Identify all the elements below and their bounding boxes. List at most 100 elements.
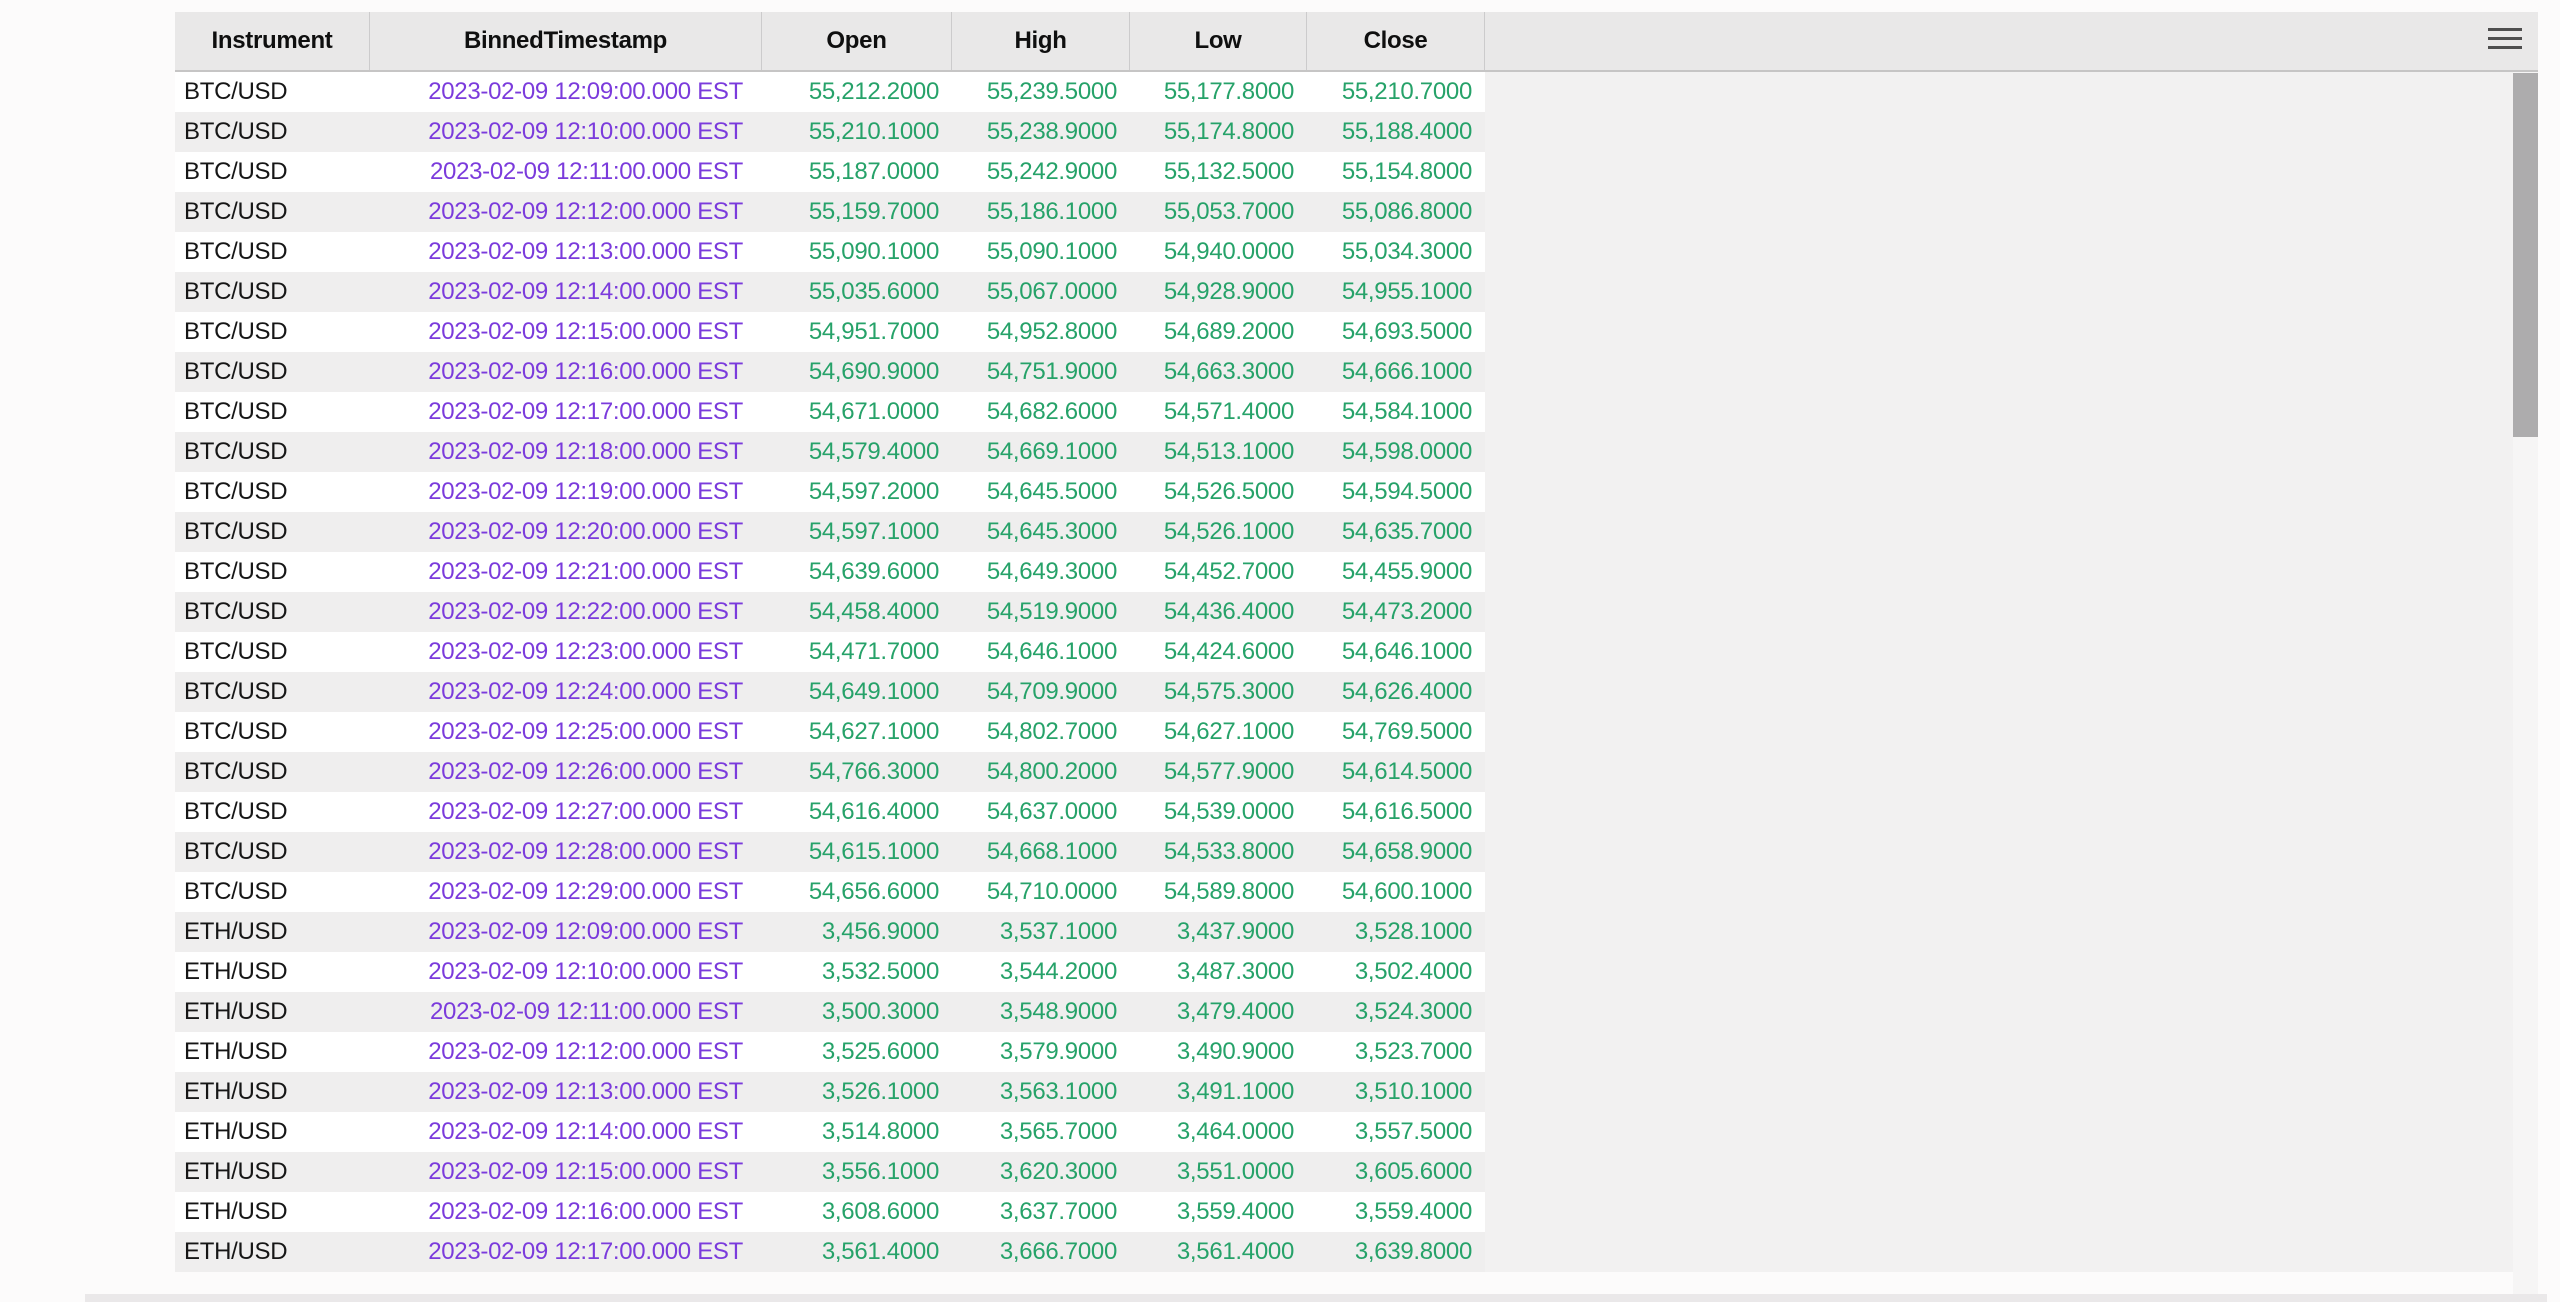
cell-high: 3,637.7000: [999, 1198, 1117, 1225]
cell-instrument: BTC/USD: [184, 318, 288, 345]
cell-open: 55,212.2000: [808, 78, 939, 105]
table-row[interactable]: ETH/USD 2023-02-09 12:15:00.000 EST 3,556.…: [175, 1152, 1485, 1192]
cell-instrument: BTC/USD: [184, 518, 288, 545]
hamburger-bar: [2488, 28, 2522, 31]
cell-high: 54,709.9000: [986, 678, 1117, 705]
cell-timestamp: 2023-02-09 12:09:00.000 EST: [428, 78, 743, 105]
table-row[interactable]: BTC/USD 2023-02-09 12:23:00.000 EST 54,471…: [175, 632, 1485, 672]
cell-high: 55,067.0000: [986, 278, 1117, 305]
table-row[interactable]: BTC/USD 2023-02-09 12:21:00.000 EST 54,639…: [175, 552, 1485, 592]
table-row[interactable]: BTC/USD 2023-02-09 12:27:00.000 EST 54,616…: [175, 792, 1485, 832]
cell-timestamp: 2023-02-09 12:23:00.000 EST: [428, 638, 743, 665]
cell-instrument: BTC/USD: [184, 798, 288, 825]
table-row[interactable]: BTC/USD 2023-02-09 12:17:00.000 EST 54,671…: [175, 392, 1485, 432]
vertical-scrollbar-thumb[interactable]: [2513, 73, 2538, 437]
table-row[interactable]: BTC/USD 2023-02-09 12:20:00.000 EST 54,597…: [175, 512, 1485, 552]
hamburger-bar: [2488, 46, 2522, 49]
cell-low: 3,479.4000: [1176, 998, 1294, 1025]
table-row[interactable]: BTC/USD 2023-02-09 12:14:00.000 EST 55,035…: [175, 272, 1485, 312]
cell-instrument: BTC/USD: [184, 238, 288, 265]
cell-timestamp: 2023-02-09 12:19:00.000 EST: [428, 478, 743, 505]
table-row[interactable]: ETH/USD 2023-02-09 12:14:00.000 EST 3,514.…: [175, 1112, 1485, 1152]
table-row[interactable]: BTC/USD 2023-02-09 12:26:00.000 EST 54,766…: [175, 752, 1485, 792]
cell-high: 54,649.3000: [986, 558, 1117, 585]
cell-instrument: BTC/USD: [184, 558, 288, 585]
cell-open: 54,690.9000: [808, 358, 939, 385]
table-row[interactable]: BTC/USD 2023-02-09 12:25:00.000 EST 54,627…: [175, 712, 1485, 752]
cell-close: 54,473.2000: [1341, 598, 1472, 625]
cell-open: 54,471.7000: [808, 638, 939, 665]
cell-close: 54,598.0000: [1341, 438, 1472, 465]
hamburger-menu-icon[interactable]: [2488, 28, 2522, 49]
cell-open: 54,627.1000: [808, 718, 939, 745]
cell-high: 55,090.1000: [986, 238, 1117, 265]
table-row[interactable]: BTC/USD 2023-02-09 12:29:00.000 EST 54,656…: [175, 872, 1485, 912]
cell-low: 54,526.5000: [1163, 478, 1294, 505]
cell-timestamp: 2023-02-09 12:13:00.000 EST: [428, 238, 743, 265]
table-row[interactable]: BTC/USD 2023-02-09 12:11:00.000 EST 55,187…: [175, 152, 1485, 192]
cell-close: 3,510.1000: [1354, 1078, 1472, 1105]
cell-close: 3,524.3000: [1354, 998, 1472, 1025]
cell-high: 3,548.9000: [999, 998, 1117, 1025]
table-row[interactable]: ETH/USD 2023-02-09 12:16:00.000 EST 3,608.…: [175, 1192, 1485, 1232]
cell-open: 3,514.8000: [821, 1118, 939, 1145]
cell-timestamp: 2023-02-09 12:22:00.000 EST: [428, 598, 743, 625]
cell-close: 54,626.4000: [1341, 678, 1472, 705]
table-row[interactable]: ETH/USD 2023-02-09 12:10:00.000 EST 3,532.…: [175, 952, 1485, 992]
cell-close: 55,086.8000: [1341, 198, 1472, 225]
cell-open: 54,671.0000: [808, 398, 939, 425]
cell-open: 54,579.4000: [808, 438, 939, 465]
column-header-close[interactable]: Close: [1307, 12, 1485, 70]
column-header-open[interactable]: Open: [762, 12, 952, 70]
table-row[interactable]: BTC/USD 2023-02-09 12:16:00.000 EST 54,690…: [175, 352, 1485, 392]
table-row[interactable]: ETH/USD 2023-02-09 12:13:00.000 EST 3,526.…: [175, 1072, 1485, 1112]
table-row[interactable]: BTC/USD 2023-02-09 12:13:00.000 EST 55,090…: [175, 232, 1485, 272]
cell-timestamp: 2023-02-09 12:15:00.000 EST: [428, 1158, 743, 1185]
table-row[interactable]: ETH/USD 2023-02-09 12:09:00.000 EST 3,456.…: [175, 912, 1485, 952]
table-row[interactable]: BTC/USD 2023-02-09 12:22:00.000 EST 54,458…: [175, 592, 1485, 632]
cell-instrument: ETH/USD: [184, 1238, 288, 1265]
cell-close: 54,646.1000: [1341, 638, 1472, 665]
column-header-low[interactable]: Low: [1130, 12, 1307, 70]
cell-open: 54,951.7000: [808, 318, 939, 345]
cell-instrument: BTC/USD: [184, 718, 288, 745]
cell-instrument: BTC/USD: [184, 278, 288, 305]
cell-high: 3,565.7000: [999, 1118, 1117, 1145]
cell-open: 3,532.5000: [821, 958, 939, 985]
table-rows: BTC/USD 2023-02-09 12:09:00.000 EST 55,212…: [175, 72, 1485, 1272]
cell-high: 3,537.1000: [999, 918, 1117, 945]
table-row[interactable]: BTC/USD 2023-02-09 12:12:00.000 EST 55,159…: [175, 192, 1485, 232]
table-row[interactable]: BTC/USD 2023-02-09 12:18:00.000 EST 54,579…: [175, 432, 1485, 472]
cell-instrument: BTC/USD: [184, 78, 288, 105]
table-row[interactable]: ETH/USD 2023-02-09 12:12:00.000 EST 3,525.…: [175, 1032, 1485, 1072]
cell-close: 54,600.1000: [1341, 878, 1472, 905]
table-row[interactable]: BTC/USD 2023-02-09 12:10:00.000 EST 55,210…: [175, 112, 1485, 152]
cell-low: 3,437.9000: [1176, 918, 1294, 945]
cell-timestamp: 2023-02-09 12:11:00.000 EST: [429, 998, 743, 1025]
cell-open: 55,035.6000: [808, 278, 939, 305]
cell-timestamp: 2023-02-09 12:15:00.000 EST: [428, 318, 743, 345]
cell-low: 54,689.2000: [1163, 318, 1294, 345]
cell-close: 54,584.1000: [1341, 398, 1472, 425]
table-row[interactable]: ETH/USD 2023-02-09 12:17:00.000 EST 3,561.…: [175, 1232, 1485, 1272]
vertical-scrollbar[interactable]: [2513, 72, 2538, 1294]
cell-open: 3,561.4000: [821, 1238, 939, 1265]
table-row[interactable]: BTC/USD 2023-02-09 12:19:00.000 EST 54,597…: [175, 472, 1485, 512]
table-row[interactable]: BTC/USD 2023-02-09 12:28:00.000 EST 54,615…: [175, 832, 1485, 872]
cell-low: 54,436.4000: [1163, 598, 1294, 625]
column-header-instrument[interactable]: Instrument: [175, 12, 370, 70]
table-row[interactable]: BTC/USD 2023-02-09 12:24:00.000 EST 54,649…: [175, 672, 1485, 712]
cell-open: 54,639.6000: [808, 558, 939, 585]
cell-high: 54,519.9000: [986, 598, 1117, 625]
cell-instrument: BTC/USD: [184, 398, 288, 425]
table-row[interactable]: ETH/USD 2023-02-09 12:11:00.000 EST 3,500.…: [175, 992, 1485, 1032]
table-row[interactable]: BTC/USD 2023-02-09 12:15:00.000 EST 54,951…: [175, 312, 1485, 352]
cell-instrument: ETH/USD: [184, 1118, 288, 1145]
cell-high: 55,186.1000: [986, 198, 1117, 225]
column-header-binnedtimestamp[interactable]: BinnedTimestamp: [370, 12, 762, 70]
cell-instrument: ETH/USD: [184, 958, 288, 985]
cell-timestamp: 2023-02-09 12:14:00.000 EST: [428, 1118, 743, 1145]
column-header-high[interactable]: High: [952, 12, 1130, 70]
table-row[interactable]: BTC/USD 2023-02-09 12:09:00.000 EST 55,212…: [175, 72, 1485, 112]
cell-timestamp: 2023-02-09 12:26:00.000 EST: [428, 758, 743, 785]
